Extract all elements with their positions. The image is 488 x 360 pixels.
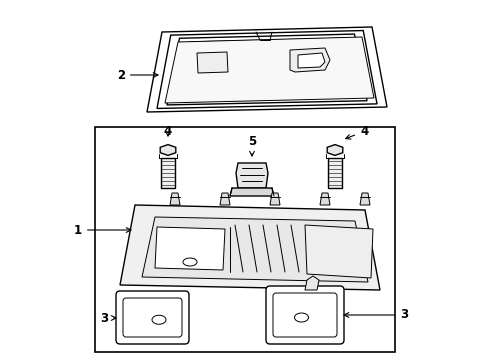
- FancyBboxPatch shape: [123, 298, 182, 337]
- Polygon shape: [164, 37, 373, 103]
- Text: 4: 4: [345, 125, 367, 139]
- Polygon shape: [289, 48, 329, 72]
- Polygon shape: [155, 227, 224, 270]
- FancyBboxPatch shape: [265, 286, 343, 344]
- Polygon shape: [236, 163, 267, 188]
- Polygon shape: [327, 158, 341, 188]
- Polygon shape: [229, 188, 273, 196]
- Text: 3: 3: [344, 309, 407, 321]
- FancyBboxPatch shape: [116, 291, 189, 344]
- Polygon shape: [161, 158, 175, 188]
- Polygon shape: [170, 193, 180, 205]
- Polygon shape: [120, 205, 379, 290]
- Ellipse shape: [183, 258, 197, 266]
- Polygon shape: [319, 193, 329, 205]
- Polygon shape: [305, 276, 318, 290]
- Polygon shape: [269, 193, 280, 205]
- Polygon shape: [326, 145, 342, 156]
- Polygon shape: [359, 193, 369, 205]
- FancyBboxPatch shape: [272, 293, 336, 337]
- Polygon shape: [160, 145, 175, 156]
- Text: 5: 5: [247, 135, 256, 156]
- Ellipse shape: [152, 315, 165, 324]
- Text: 2: 2: [117, 68, 158, 81]
- Ellipse shape: [294, 313, 308, 322]
- Polygon shape: [305, 225, 372, 278]
- Polygon shape: [220, 193, 229, 205]
- Text: 1: 1: [74, 224, 131, 237]
- Bar: [95, 127, 394, 352]
- Polygon shape: [142, 217, 367, 282]
- Polygon shape: [297, 53, 325, 68]
- Polygon shape: [179, 38, 354, 101]
- Polygon shape: [197, 52, 227, 73]
- Text: 4: 4: [163, 125, 172, 138]
- Text: 3: 3: [100, 311, 116, 324]
